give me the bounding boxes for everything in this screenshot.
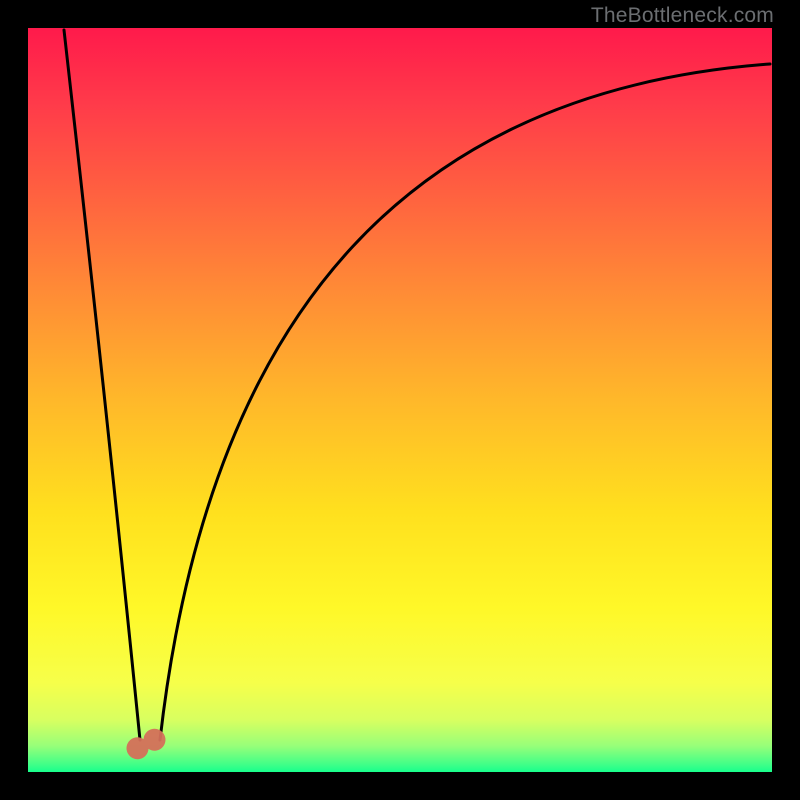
chart-frame: TheBottleneck.com <box>0 0 800 800</box>
plot-area <box>28 28 772 772</box>
watermark-text: TheBottleneck.com <box>591 4 774 28</box>
